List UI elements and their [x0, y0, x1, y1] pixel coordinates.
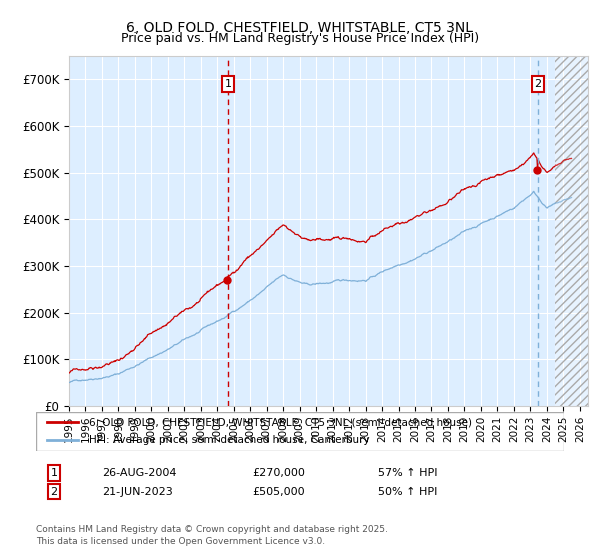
Text: Contains HM Land Registry data © Crown copyright and database right 2025.: Contains HM Land Registry data © Crown c… [36, 525, 388, 534]
Text: 6, OLD FOLD, CHESTFIELD, WHITSTABLE, CT5 3NL (semi-detached house): 6, OLD FOLD, CHESTFIELD, WHITSTABLE, CT5… [89, 417, 472, 427]
Text: Price paid vs. HM Land Registry's House Price Index (HPI): Price paid vs. HM Land Registry's House … [121, 32, 479, 45]
Text: 1: 1 [50, 468, 58, 478]
Text: HPI: Average price, semi-detached house, Canterbury: HPI: Average price, semi-detached house,… [89, 435, 370, 445]
Text: 21-JUN-2023: 21-JUN-2023 [102, 487, 173, 497]
Text: £270,000: £270,000 [252, 468, 305, 478]
Text: 1: 1 [224, 79, 232, 89]
Text: 26-AUG-2004: 26-AUG-2004 [102, 468, 176, 478]
Text: 2: 2 [535, 79, 542, 89]
Text: This data is licensed under the Open Government Licence v3.0.: This data is licensed under the Open Gov… [36, 537, 325, 546]
Text: £505,000: £505,000 [252, 487, 305, 497]
Text: 6, OLD FOLD, CHESTFIELD, WHITSTABLE, CT5 3NL: 6, OLD FOLD, CHESTFIELD, WHITSTABLE, CT5… [127, 21, 473, 35]
Bar [555, 56, 588, 406]
Bar [555, 56, 588, 406]
Text: 57% ↑ HPI: 57% ↑ HPI [378, 468, 437, 478]
Text: 50% ↑ HPI: 50% ↑ HPI [378, 487, 437, 497]
Text: 2: 2 [50, 487, 58, 497]
